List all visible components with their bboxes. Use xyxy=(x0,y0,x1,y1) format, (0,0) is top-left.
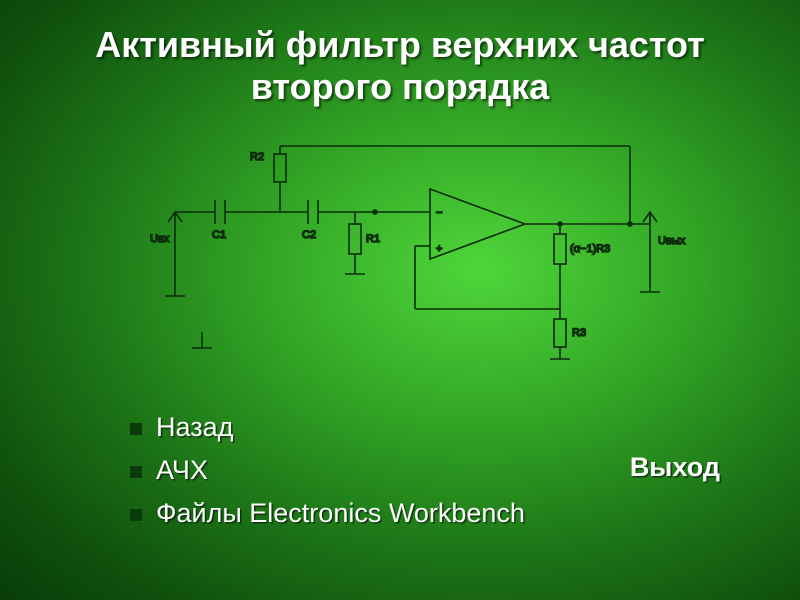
bullet-icon xyxy=(130,509,142,521)
bullet-list: Назад АЧХ Файлы Electronics Workbench xyxy=(130,412,680,541)
svg-text:+: + xyxy=(436,243,442,255)
list-item: Назад xyxy=(130,412,680,443)
label-c2: C2 xyxy=(302,229,316,241)
label-r1: R1 xyxy=(366,233,380,245)
svg-text:−: − xyxy=(436,207,442,219)
link-response[interactable]: АЧХ xyxy=(156,455,680,486)
link-files[interactable]: Файлы Electronics Workbench xyxy=(156,498,680,529)
label-c1: C1 xyxy=(212,229,226,241)
label-u-out: Uвых xyxy=(658,235,686,247)
label-alpha-r3: (α−1)R3 xyxy=(570,243,610,255)
list-item: АЧХ xyxy=(130,455,680,486)
label-r2: R2 xyxy=(250,151,264,163)
list-item: Файлы Electronics Workbench xyxy=(130,498,680,529)
bullet-icon xyxy=(130,466,142,478)
bullet-icon xyxy=(130,423,142,435)
label-u-in: Uвх xyxy=(150,233,170,245)
label-r3: R3 xyxy=(572,327,586,339)
link-exit[interactable]: Выход xyxy=(630,452,720,483)
slide: Активный фильтр верхних частот второго п… xyxy=(0,0,800,600)
slide-title: Активный фильтр верхних частот второго п… xyxy=(60,24,740,109)
link-back[interactable]: Назад xyxy=(156,412,680,443)
circuit-diagram: Uвх C1 R2 xyxy=(130,134,690,364)
